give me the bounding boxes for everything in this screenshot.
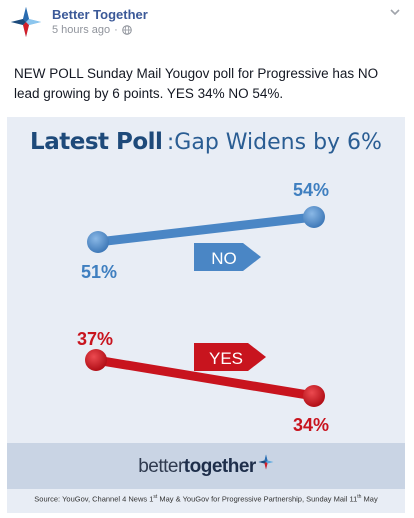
brand-footer: bettertogether xyxy=(7,443,405,489)
headline-rest: :Gap Widens by 6% xyxy=(166,130,382,155)
yes-label-start: 37% xyxy=(77,329,113,349)
headline-bold: Latest Poll xyxy=(30,129,163,155)
no-label-end: 54% xyxy=(293,180,329,200)
post-text: NEW POLL Sunday Mail Yougov poll for Pro… xyxy=(14,66,379,101)
no-arrow-tag xyxy=(194,243,261,271)
no-point-start xyxy=(87,231,109,253)
chevron-down-icon[interactable] xyxy=(390,8,400,16)
yes-series-line xyxy=(91,355,319,401)
infographic-headline: Latest Poll :Gap Widens by 6% xyxy=(7,129,405,155)
yes-point-start xyxy=(85,349,107,371)
no-point-end xyxy=(303,206,325,228)
source-caption: Source: YouGov, Channel 4 News 1st May &… xyxy=(34,494,378,504)
poll-chart: 51% 54% NO 37% 34% YES xyxy=(77,180,329,435)
yes-label-end: 34% xyxy=(293,415,329,435)
no-series-line xyxy=(93,212,319,247)
page-avatar-icon[interactable] xyxy=(10,6,42,38)
globe-icon[interactable] xyxy=(121,25,132,35)
yes-arrow-tag xyxy=(194,343,266,371)
no-arrow-label: NO xyxy=(211,249,237,268)
no-label-start: 51% xyxy=(81,262,117,282)
poll-infographic[interactable]: Latest Poll :Gap Widens by 6% 51% 54% NO… xyxy=(7,117,405,513)
post-timestamp[interactable]: 5 hours ago xyxy=(52,24,111,36)
post-header: Better Together 5 hours ago · xyxy=(0,0,414,48)
brand-logo-text: bettertogether xyxy=(7,454,405,478)
page-name-link[interactable]: Better Together xyxy=(52,7,148,22)
yes-point-end xyxy=(303,385,325,407)
brand-star-icon xyxy=(258,454,274,470)
yes-arrow-label: YES xyxy=(209,349,243,368)
post-meta: 5 hours ago · xyxy=(52,24,132,36)
